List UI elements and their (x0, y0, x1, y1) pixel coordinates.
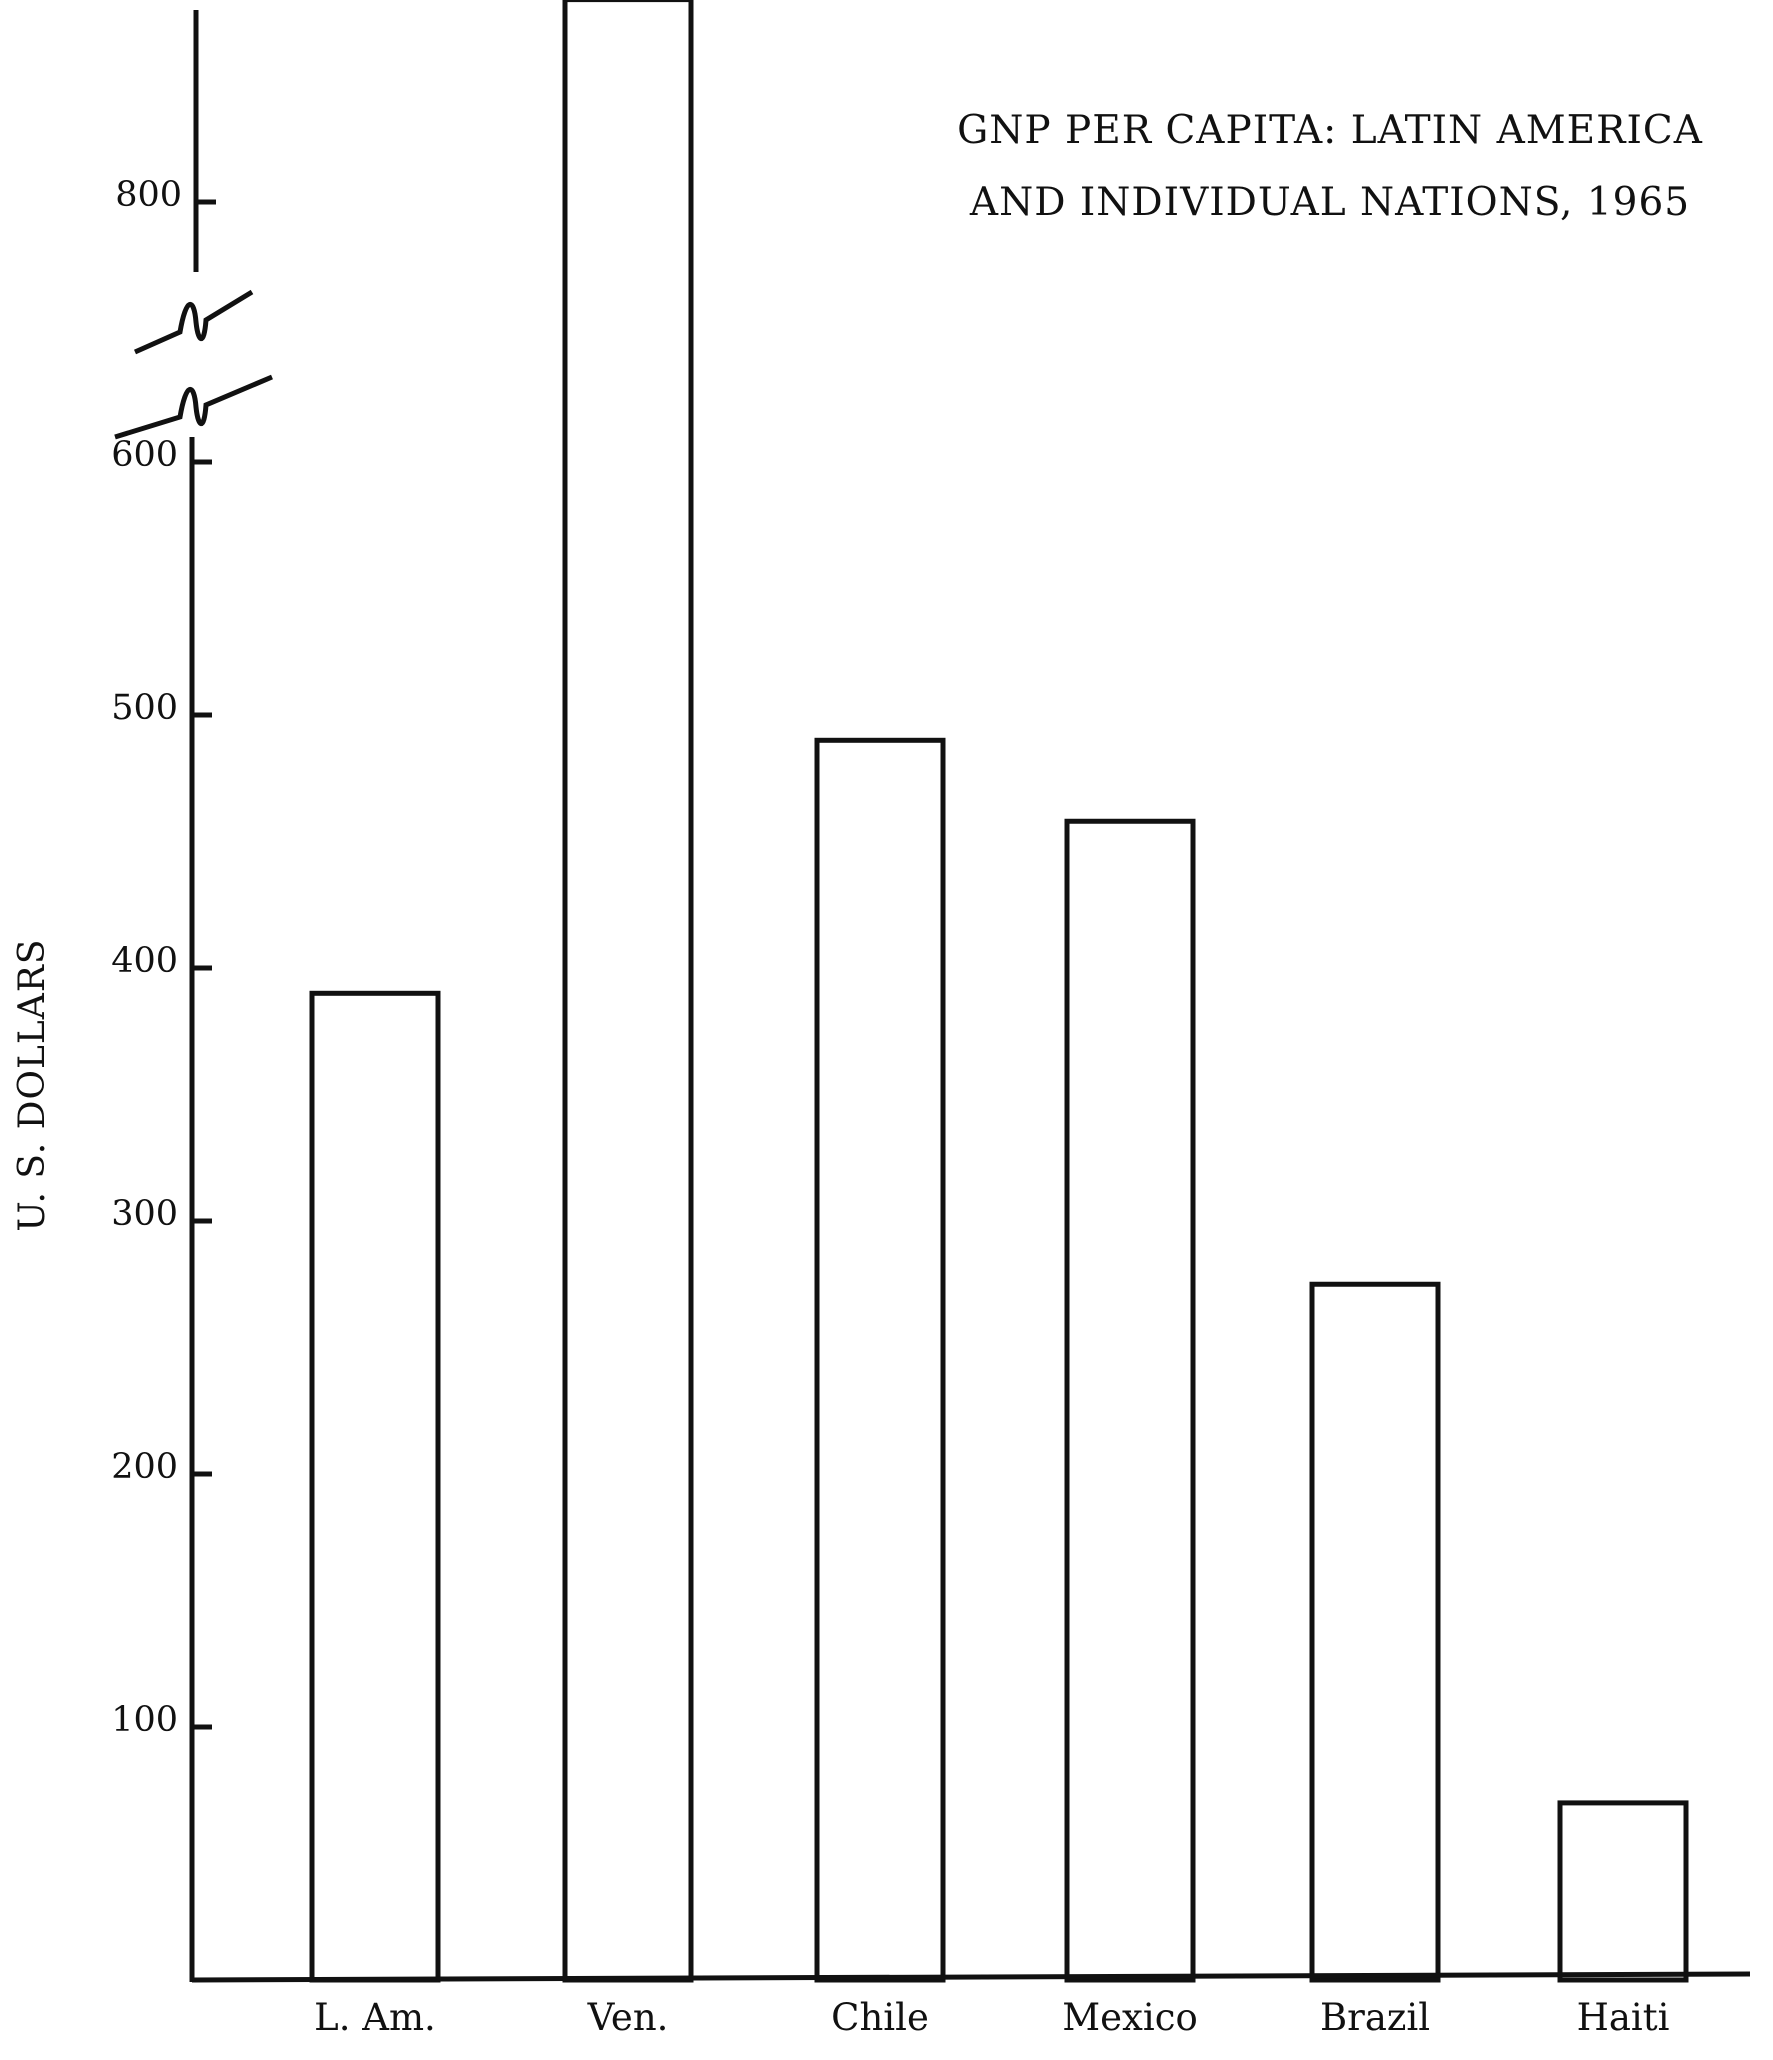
labels-layer: L. Am. Ven. Chile Mexico Brazil Haiti 100 200 30… (12, 175, 1669, 2039)
axis-break-mark (114, 374, 273, 440)
x-tick-label: Brazil (1320, 1996, 1430, 2039)
y-axis-label: U. S. DOLLARS (12, 938, 53, 1231)
y-tick-label: 100 (111, 1700, 178, 1740)
x-tick-label: Chile (831, 1996, 929, 2039)
y-tick-label: 500 (111, 688, 178, 728)
y-tick-label: 400 (111, 941, 178, 981)
bar-l-am (309, 990, 441, 1983)
x-tick-label: Haiti (1577, 1996, 1670, 2039)
bar-chile (814, 737, 946, 1983)
bar-haiti (1557, 1800, 1689, 1983)
chart-title-line-1: GNP PER CAPITA: LATIN AMERICA (957, 108, 1703, 153)
y-tick-label: 300 (111, 1194, 178, 1234)
bar-mexico (1064, 818, 1196, 1983)
axes-layer (114, 10, 1751, 1983)
bar-ven (562, 0, 694, 1983)
axis-break-mark (133, 289, 254, 355)
x-tick-label: Ven. (587, 1996, 669, 2039)
y-tick-label: 600 (111, 435, 178, 475)
bars-layer (309, 0, 1689, 1983)
x-tick-label: Mexico (1062, 1996, 1197, 2039)
x-tick-label: L. Am. (314, 1996, 436, 2039)
y-tick-label: 800 (115, 175, 182, 215)
y-tick-label: 200 (111, 1447, 178, 1487)
bar-brazil (1309, 1281, 1441, 1983)
chart-title: GNP PER CAPITA: LATIN AMERICA AND INDIVI… (920, 95, 1740, 239)
x-axis-line (191, 1971, 1751, 1983)
chart-title-line-2: AND INDIVIDUAL NATIONS, 1965 (969, 180, 1691, 225)
